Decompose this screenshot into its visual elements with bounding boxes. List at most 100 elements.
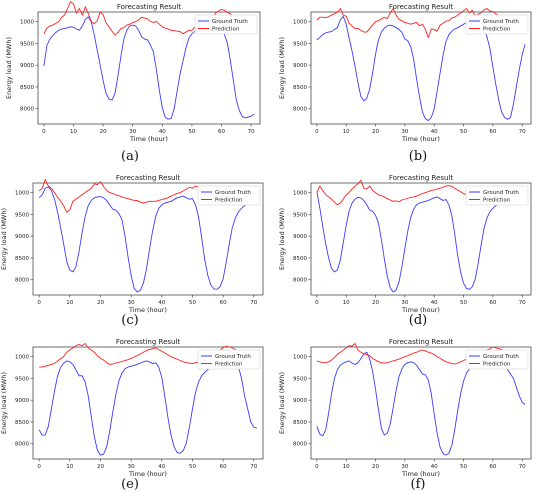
legend: Ground Truth Prediction <box>465 14 529 35</box>
y-tick-label: 9500 <box>20 41 34 47</box>
y-tick-label: 9500 <box>293 41 307 47</box>
chart-title: Forecasting Result <box>117 3 182 11</box>
y-tick-label: 8000 <box>293 442 307 448</box>
y-tick-label: 8000 <box>15 442 29 448</box>
y-tick-label: 1000 <box>15 355 29 361</box>
y-tick-label: 8500 <box>20 85 34 91</box>
x-axis-label: Time (hour) <box>128 306 167 314</box>
chart-panel-3: Forecasting Result 0 10 20 30 40 50 60 70 8000 850… <box>0 174 264 328</box>
legend: Ground Truth Prediction <box>465 185 529 206</box>
y-tick-label: 8500 <box>293 256 307 262</box>
y-tick-label: 9500 <box>293 212 307 218</box>
x-tick-label: 20 <box>97 300 104 306</box>
chart-panel-5: Forecasting Result 0 10 20 30 40 50 60 70 8000 850… <box>0 338 264 492</box>
y-tick-label: 1000 <box>293 191 307 197</box>
legend-label: Prediction <box>215 362 243 368</box>
x-tick-label: 20 <box>372 300 379 306</box>
chart-title: Forecasting Result <box>116 174 181 182</box>
chart-title: Forecasting Result <box>389 3 454 11</box>
x-tick-label: 70 <box>519 129 526 135</box>
legend-label: Prediction <box>483 362 511 368</box>
y-tick-label: 9500 <box>293 376 307 382</box>
subfigure-label: (c) <box>121 313 138 328</box>
y-tick-label: 1000 <box>293 20 307 26</box>
x-tick-label: 60 <box>489 464 496 470</box>
y-tick-label: 9000 <box>293 398 307 404</box>
y-axis-label: Energy load (MWh) <box>278 37 286 99</box>
x-tick-label: 50 <box>189 300 196 306</box>
x-tick-label: 0 <box>315 300 319 306</box>
y-tick-label: 9000 <box>20 63 34 69</box>
subfigure-label: (e) <box>121 477 139 492</box>
y-axis-label: Energy load (MWh) <box>0 208 8 270</box>
x-tick-label: 40 <box>431 129 438 135</box>
legend: Ground Truth Prediction <box>197 349 261 370</box>
chart-panel-1: Forecasting Result 0 10 20 30 40 50 60 70 8000 850… <box>5 1 261 164</box>
y-axis-label: Energy load (MWh) <box>278 372 286 434</box>
legend-label: Prediction <box>483 27 511 33</box>
legend-box <box>465 349 529 370</box>
x-tick-label: 0 <box>37 464 41 470</box>
x-tick-label: 50 <box>460 300 467 306</box>
x-tick-label: 40 <box>159 129 166 135</box>
series-line-prediction <box>316 8 526 39</box>
y-tick-label: 8500 <box>293 85 307 91</box>
y-tick-label: 8500 <box>15 420 29 426</box>
series-line-ground-truth <box>316 187 526 293</box>
x-tick-label: 30 <box>401 464 408 470</box>
x-tick-label: 0 <box>37 300 41 306</box>
y-tick-label: 8500 <box>293 420 307 426</box>
x-tick-label: 0 <box>42 129 46 135</box>
x-axis-label: Time (hour) <box>128 470 167 478</box>
y-tick-label: 9000 <box>15 234 29 240</box>
y-tick-label: 1000 <box>293 355 307 361</box>
y-axis-label: Energy load (MWh) <box>5 37 13 99</box>
y-axis-label: Energy load (MWh) <box>278 208 286 270</box>
chart-panel-6: Forecasting Result 0 10 20 30 40 50 60 70 8000 850… <box>278 338 532 492</box>
x-tick-label: 50 <box>460 129 467 135</box>
legend: Ground Truth Prediction <box>194 14 258 35</box>
x-tick-label: 70 <box>519 464 526 470</box>
legend-label: Prediction <box>212 27 240 33</box>
y-axis-label: Energy load (MWh) <box>0 372 8 434</box>
x-tick-label: 40 <box>431 464 438 470</box>
x-tick-label: 70 <box>250 300 257 306</box>
x-tick-label: 0 <box>315 129 319 135</box>
legend: Ground Truth Prediction <box>465 349 529 370</box>
x-axis-label: Time (hour) <box>129 135 168 143</box>
x-tick-label: 20 <box>372 129 379 135</box>
x-tick-label: 30 <box>401 129 408 135</box>
series-line-ground-truth <box>38 186 258 293</box>
series-line-ground-truth <box>316 15 526 121</box>
legend-label: Prediction <box>215 198 243 204</box>
y-tick-label: 8000 <box>293 278 307 284</box>
x-tick-label: 10 <box>66 300 73 306</box>
x-tick-label: 30 <box>401 300 408 306</box>
y-tick-label: 9500 <box>15 376 29 382</box>
legend-box <box>465 185 529 206</box>
legend-label: Ground Truth <box>483 190 519 196</box>
subfigure-label: (a) <box>121 149 139 164</box>
x-tick-label: 60 <box>489 300 496 306</box>
y-tick-label: 8000 <box>20 107 34 113</box>
x-tick-label: 10 <box>343 300 350 306</box>
legend-box <box>465 14 529 35</box>
chart-panel-2: Forecasting Result 0 10 20 30 40 50 60 70 8000 850… <box>278 3 532 164</box>
x-tick-label: 40 <box>158 464 165 470</box>
x-tick-label: 70 <box>519 300 526 306</box>
subfigure-label: (f) <box>411 477 426 492</box>
x-tick-label: 60 <box>220 464 227 470</box>
legend-label: Ground Truth <box>215 354 251 360</box>
subfigure-label: (b) <box>409 149 427 164</box>
x-axis-label: Time (hour) <box>401 470 440 478</box>
series-line-prediction <box>316 343 526 365</box>
x-tick-label: 70 <box>248 129 255 135</box>
legend-label: Prediction <box>483 198 511 204</box>
y-tick-label: 9000 <box>293 234 307 240</box>
y-tick-label: 9000 <box>293 63 307 69</box>
x-tick-label: 10 <box>343 129 350 135</box>
series-line-prediction <box>43 1 255 36</box>
y-tick-label: 1000 <box>15 191 29 197</box>
subfigure-label: (d) <box>409 313 427 328</box>
